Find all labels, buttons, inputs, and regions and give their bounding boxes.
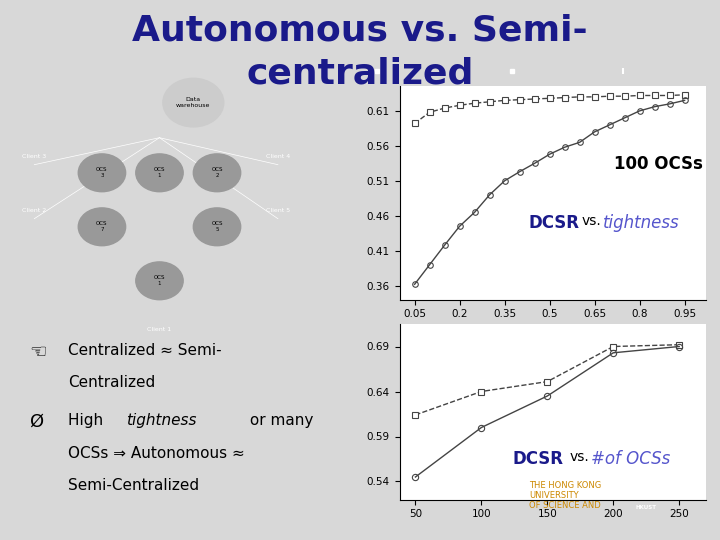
Text: THE HONG KONG
UNIVERSITY
OF SCIENCE AND: THE HONG KONG UNIVERSITY OF SCIENCE AND [529,481,601,510]
Text: tightness: tightness [126,413,197,428]
Text: ☜: ☜ [29,343,46,362]
Text: tightness: tightness [603,214,680,232]
Text: Centralized: Centralized [68,375,156,390]
Text: #of OCSs: #of OCSs [591,450,670,468]
Circle shape [193,208,240,246]
Circle shape [78,208,126,246]
Text: Ø: Ø [29,413,43,431]
Text: Client 1: Client 1 [148,327,171,332]
Text: DCSR: DCSR [513,450,564,468]
Text: Client 2: Client 2 [22,208,46,213]
Text: OCSs ⇒ Autonomous ≈: OCSs ⇒ Autonomous ≈ [68,446,245,461]
Text: Client 4: Client 4 [266,154,290,159]
Text: Data
warehouse: Data warehouse [176,97,210,108]
Text: OCS
7: OCS 7 [96,221,108,232]
Text: OCS
5: OCS 5 [211,221,222,232]
Text: centralized: centralized [246,57,474,91]
Circle shape [163,78,224,127]
Text: OCS
1: OCS 1 [154,275,165,286]
Text: or many: or many [245,413,313,428]
Text: Client 5: Client 5 [266,208,290,213]
Text: vs.: vs. [570,450,589,464]
Circle shape [136,262,183,300]
Text: HKUST: HKUST [636,505,657,510]
Text: High: High [68,413,109,428]
Circle shape [193,154,240,192]
Text: Autonomous vs. Semi-: Autonomous vs. Semi- [132,14,588,48]
Text: DCSR: DCSR [528,214,579,232]
Text: OCS
3: OCS 3 [96,167,108,178]
Text: OCS
2: OCS 2 [211,167,222,178]
Text: Client 3: Client 3 [22,154,46,159]
Text: 100 OCSs: 100 OCSs [613,154,703,173]
Circle shape [78,154,126,192]
Text: vs.: vs. [582,214,601,228]
Text: Centralized ≈ Semi-: Centralized ≈ Semi- [68,343,222,358]
Text: Semi-Centralized: Semi-Centralized [68,478,199,493]
Circle shape [136,154,183,192]
Text: OCS
1: OCS 1 [154,167,165,178]
